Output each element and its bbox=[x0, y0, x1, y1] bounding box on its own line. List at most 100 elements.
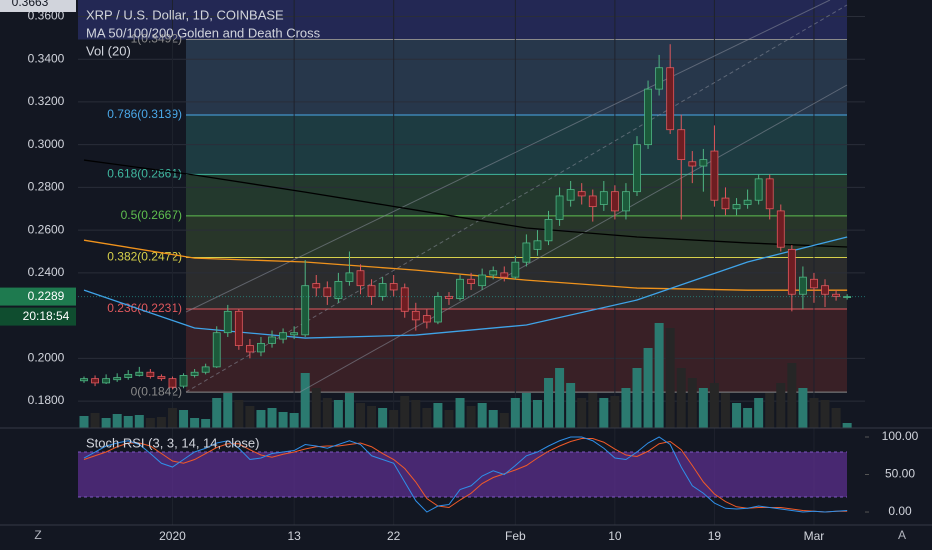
candle-body bbox=[787, 248, 796, 295]
volume-bar bbox=[765, 393, 775, 428]
volume bbox=[79, 323, 852, 428]
volume-bar bbox=[444, 410, 454, 428]
volume-bar bbox=[245, 406, 255, 428]
candle-body bbox=[356, 270, 365, 287]
last-price-label: 0.2289 bbox=[28, 289, 65, 303]
volume-bar bbox=[433, 403, 443, 428]
volume-bar bbox=[831, 408, 841, 428]
volume-bar bbox=[212, 398, 222, 428]
candle-body bbox=[489, 270, 498, 276]
volume-bar bbox=[278, 412, 288, 428]
candle-body bbox=[677, 129, 686, 161]
volume-bar bbox=[588, 393, 598, 428]
volume-bar bbox=[333, 400, 343, 428]
fib-label: 0.618(0.2861) bbox=[107, 167, 182, 181]
high-marker-box bbox=[0, 0, 76, 12]
volume-bar bbox=[179, 410, 189, 428]
volume-bar bbox=[367, 406, 377, 428]
stoch-title: Stoch RSI (3, 3, 14, 14, close) bbox=[86, 435, 259, 450]
volume-bar bbox=[123, 416, 133, 428]
candle-body bbox=[832, 293, 840, 297]
candle-body bbox=[699, 159, 708, 167]
channel-lower bbox=[299, 84, 848, 393]
y-tick-label: 0.3400 bbox=[28, 51, 65, 65]
countdown: 20:18:54 bbox=[23, 309, 70, 323]
volume-bar bbox=[676, 368, 686, 428]
candle-body bbox=[80, 378, 88, 382]
volume-bar bbox=[687, 378, 697, 428]
auto-scale-button[interactable]: A bbox=[898, 528, 906, 542]
candle-body bbox=[644, 88, 652, 146]
x-tick-label: Mar bbox=[804, 529, 825, 543]
fib-label: 1(0.3492) bbox=[131, 32, 182, 46]
last-price-box bbox=[0, 287, 76, 306]
candle-body bbox=[467, 278, 476, 284]
candle-body bbox=[389, 283, 398, 291]
candle-body bbox=[367, 285, 376, 297]
volume-bar bbox=[389, 410, 399, 428]
candle-body bbox=[245, 345, 254, 353]
high-marker-label: 0.3663 bbox=[12, 0, 49, 9]
candle-body bbox=[522, 242, 531, 263]
volume-bar bbox=[555, 368, 565, 428]
candle-body bbox=[765, 178, 774, 210]
candle-body bbox=[212, 332, 221, 368]
candle-body bbox=[721, 197, 730, 210]
volume-bar bbox=[145, 418, 155, 428]
volume-bar bbox=[842, 423, 852, 428]
candle-body bbox=[268, 336, 276, 344]
candle-body bbox=[312, 283, 321, 289]
stoch-band bbox=[78, 452, 847, 498]
stoch-tick-label: 50.00 bbox=[885, 467, 915, 481]
volume-bar bbox=[190, 418, 200, 428]
channel-mid bbox=[185, 4, 848, 393]
stoch-tick-label: 0.00 bbox=[888, 504, 912, 518]
candle-body bbox=[323, 287, 332, 297]
volume-bar bbox=[378, 408, 388, 428]
candle-body bbox=[124, 373, 133, 378]
candle-body bbox=[135, 371, 144, 376]
candle-body bbox=[710, 150, 719, 201]
candle-body bbox=[544, 219, 553, 242]
candle-body bbox=[157, 376, 166, 380]
stoch-pane: 100.00 50.00 0.00 bbox=[78, 429, 919, 518]
volume-bar bbox=[698, 388, 708, 428]
y-tick-label: 0.2000 bbox=[28, 351, 65, 365]
candle-body bbox=[400, 287, 409, 312]
candle-body bbox=[422, 315, 431, 323]
volume-bar bbox=[300, 373, 310, 428]
x-tick-label: 19 bbox=[708, 529, 722, 543]
y-tick-label: 0.2400 bbox=[28, 265, 65, 279]
volume-bar bbox=[743, 408, 753, 428]
channel-upper bbox=[185, 0, 831, 313]
volume-bar bbox=[532, 400, 542, 428]
trend-channel bbox=[185, 0, 848, 393]
candle-body bbox=[411, 310, 420, 321]
labels: 0.1800 0.2000 0.2400 0.2600 0.2800 0.3000 0.32… bbox=[0, 0, 865, 543]
candle-body bbox=[610, 191, 619, 212]
candle-body bbox=[113, 377, 122, 381]
candles bbox=[80, 44, 852, 390]
candle-body bbox=[821, 285, 829, 295]
volume-bar bbox=[510, 398, 520, 428]
candle-body bbox=[257, 342, 265, 353]
volume-bar bbox=[79, 416, 89, 428]
volume-bar bbox=[754, 398, 764, 428]
candle-body bbox=[799, 276, 807, 295]
candle-body bbox=[588, 195, 597, 208]
volume-bar bbox=[521, 393, 531, 428]
candle-body bbox=[599, 191, 608, 205]
volume-bar bbox=[477, 403, 487, 428]
volume-bar bbox=[223, 393, 233, 428]
volume-bar bbox=[566, 383, 576, 428]
x-tick-label: 13 bbox=[287, 529, 301, 543]
volume-bar bbox=[732, 403, 742, 428]
volume-bar bbox=[322, 398, 332, 428]
volume-bar bbox=[256, 410, 266, 428]
volume-bar bbox=[311, 388, 321, 428]
countdown-box bbox=[0, 307, 76, 326]
fib-label: 0.5(0.2667) bbox=[121, 208, 182, 222]
timezone-button[interactable]: Z bbox=[34, 528, 41, 542]
fib-band bbox=[186, 39, 847, 115]
candle-body bbox=[190, 371, 199, 376]
